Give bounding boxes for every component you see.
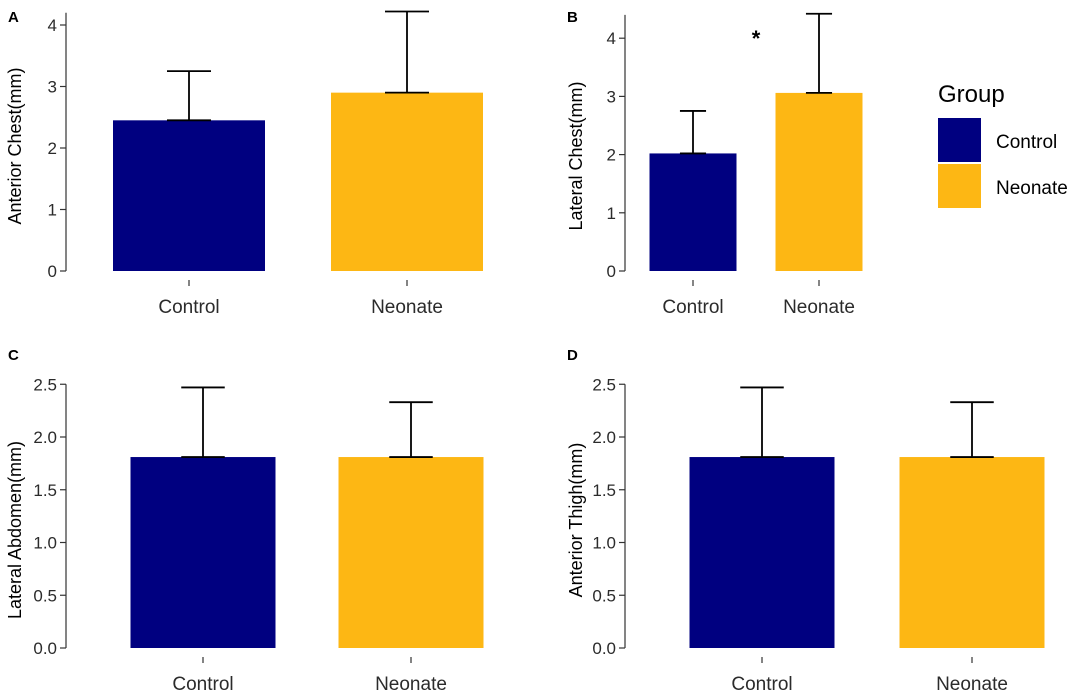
y-tick-label-d: 0.5 xyxy=(592,586,616,605)
y-tick-label-a: 3 xyxy=(48,78,57,97)
y-tick-label-b: 4 xyxy=(607,29,616,48)
y-tick-label-c: 0.5 xyxy=(33,586,57,605)
legend-label-control: Control xyxy=(996,132,1057,153)
x-tick-label-control-c: Control xyxy=(172,674,233,692)
y-tick-label-d: 1.5 xyxy=(592,481,616,500)
y-axis-title-a: Anterior Chest(mm) xyxy=(5,67,25,224)
bar-neonate-d xyxy=(899,457,1045,648)
y-tick-label-c: 1.5 xyxy=(33,481,57,500)
y-axis-title-c: Lateral Abdomen(mm) xyxy=(5,441,25,619)
y-axis-title-d: Anterior Thigh(mm) xyxy=(566,443,586,598)
x-tick-label-neonate-d: Neonate xyxy=(936,674,1008,692)
y-tick-label-a: 2 xyxy=(48,139,57,158)
panel-letter-b: B xyxy=(567,9,578,26)
bar-control-a xyxy=(113,120,265,271)
bar-control-b xyxy=(649,153,737,271)
y-tick-label-b: 0 xyxy=(607,262,616,281)
panel-letter-d: D xyxy=(567,347,578,364)
legend-swatch-neonate xyxy=(938,164,981,208)
y-tick-label-c: 0.0 xyxy=(33,639,57,658)
y-tick-label-a: 4 xyxy=(48,16,57,35)
y-tick-label-d: 1.0 xyxy=(592,534,616,553)
legend-label-neonate: Neonate xyxy=(996,178,1068,199)
bar-control-d xyxy=(689,457,835,648)
panel-letter-c: C xyxy=(8,347,19,364)
bar-neonate-b xyxy=(775,92,863,272)
x-tick-label-control-b: Control xyxy=(662,297,723,318)
y-tick-label-a: 1 xyxy=(48,201,57,220)
x-tick-label-control-a: Control xyxy=(158,297,219,318)
legend-swatch-control xyxy=(938,118,981,162)
y-tick-label-c: 1.0 xyxy=(33,534,57,553)
y-tick-label-d: 2.0 xyxy=(592,428,616,447)
bar-neonate-c xyxy=(338,457,484,648)
y-tick-label-d: 0.0 xyxy=(592,639,616,658)
y-tick-label-c: 2.0 xyxy=(33,428,57,447)
y-tick-label-a: 0 xyxy=(48,262,57,281)
panel-letter-a: A xyxy=(8,9,19,26)
significance-annotation-b: * xyxy=(752,26,761,51)
bar-neonate-a xyxy=(331,92,483,272)
x-tick-label-neonate-c: Neonate xyxy=(375,674,447,692)
y-axis-title-b: Lateral Chest(mm) xyxy=(566,81,586,230)
x-tick-label-control-d: Control xyxy=(731,674,792,692)
y-tick-label-c: 2.5 xyxy=(33,375,57,394)
bar-control-c xyxy=(130,457,276,648)
y-tick-label-b: 3 xyxy=(607,87,616,106)
legend-title: Group xyxy=(938,81,1005,108)
y-tick-label-d: 2.5 xyxy=(592,375,616,394)
x-tick-label-neonate-b: Neonate xyxy=(783,297,855,318)
chart-marks: 0 1 2 3 4 Control Neonate 0 1 2 3 4 Control Neonate * 0… xyxy=(33,10,1045,692)
y-tick-label-b: 2 xyxy=(607,146,616,165)
y-tick-label-b: 1 xyxy=(607,204,616,223)
x-tick-label-neonate-a: Neonate xyxy=(371,297,443,318)
